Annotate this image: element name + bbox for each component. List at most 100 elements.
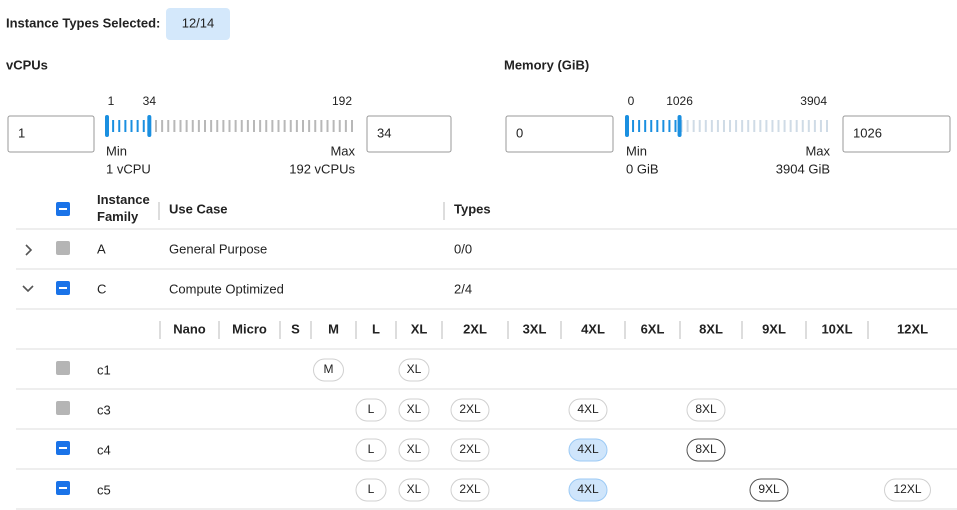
size-pill-label: 12XL <box>893 482 921 496</box>
size-pill <box>355 438 387 462</box>
size-pill-label: XL <box>407 362 422 376</box>
checkbox[interactable] <box>56 401 70 415</box>
min-text: 0 GiB <box>626 161 659 176</box>
slider-low-label: 0 <box>628 94 635 108</box>
slider-handle[interactable] <box>147 115 152 137</box>
input-min[interactable] <box>505 115 614 153</box>
slider-max-label: 3904 <box>800 94 827 108</box>
types-count: 2/4 <box>454 281 472 296</box>
instance-name: c4 <box>97 442 111 457</box>
size-pill-label: 4XL <box>577 442 599 456</box>
size-header: 10XL <box>821 321 852 336</box>
size-pill <box>355 398 387 422</box>
family-name: A <box>97 241 106 256</box>
size-header: 4XL <box>581 321 605 336</box>
column-header: Types <box>454 201 491 216</box>
max-text: 192 vCPUs <box>289 161 355 176</box>
size-pill <box>398 438 430 462</box>
size-header: Nano <box>173 321 206 336</box>
size-pill <box>398 358 430 382</box>
size-pill-label: 2XL <box>459 442 481 456</box>
size-header: 9XL <box>762 321 786 336</box>
family-name: C <box>97 281 106 296</box>
size-header: 6XL <box>641 321 665 336</box>
size-pill-label: XL <box>407 442 422 456</box>
size-pill-label: 4XL <box>577 482 599 496</box>
size-header: L <box>372 321 380 336</box>
size-pill-label: 2XL <box>459 482 481 496</box>
slider-max-label: 192 <box>332 94 352 108</box>
slider-high-label: 34 <box>143 94 157 108</box>
slider-low-label: 1 <box>108 94 115 108</box>
input-max-value: 34 <box>377 125 391 140</box>
column-header: Instance Family <box>97 192 153 224</box>
types-count: 0/0 <box>454 241 472 256</box>
max-text: 3904 GiB <box>776 161 830 176</box>
size-pill-label: L <box>368 482 375 496</box>
badge <box>166 8 230 40</box>
size-pill <box>686 398 726 422</box>
size-pill <box>450 478 490 502</box>
size-header: Micro <box>232 321 267 336</box>
size-header: M <box>328 321 339 336</box>
size-pill-label: 2XL <box>459 402 481 416</box>
size-pill <box>884 478 931 502</box>
size-pill-label: L <box>368 442 375 456</box>
slider-title: vCPUs <box>6 57 48 72</box>
use-case: Compute Optimized <box>169 281 284 296</box>
size-pill <box>313 358 344 382</box>
input-min-value: 0 <box>516 125 523 140</box>
slider-handle[interactable] <box>625 115 629 137</box>
size-pill-label: 8XL <box>695 442 717 456</box>
size-pill[interactable] <box>568 478 608 502</box>
badge-text: 12/14 <box>182 15 215 30</box>
checkbox[interactable] <box>56 241 70 255</box>
use-case: General Purpose <box>169 241 267 256</box>
input-min[interactable] <box>7 115 95 153</box>
size-pill-label: 4XL <box>577 402 599 416</box>
input-max[interactable] <box>366 115 452 153</box>
size-pill <box>568 398 608 422</box>
max-label: Max <box>805 143 830 158</box>
slider-title: Memory (GiB) <box>504 57 589 72</box>
input-max[interactable] <box>842 115 951 153</box>
size-pill <box>355 478 387 502</box>
size-pill-label: XL <box>407 482 422 496</box>
instance-name: c1 <box>97 362 111 377</box>
size-pill-label: XL <box>407 402 422 416</box>
min-label: Min <box>626 143 647 158</box>
size-pill <box>450 398 490 422</box>
instance-name: c3 <box>97 402 111 417</box>
input-min-value: 1 <box>18 125 25 140</box>
min-label: Min <box>106 143 127 158</box>
size-header: 2XL <box>463 321 487 336</box>
size-pill[interactable] <box>686 438 726 462</box>
chevron[interactable] <box>25 244 33 256</box>
instance-name: c5 <box>97 482 111 497</box>
slider-handle[interactable] <box>677 115 682 137</box>
min-text: 1 vCPU <box>106 161 151 176</box>
checkbox[interactable] <box>56 361 70 375</box>
size-header: 3XL <box>523 321 547 336</box>
max-label: Max <box>330 143 355 158</box>
size-header: 12XL <box>897 321 928 336</box>
size-pill[interactable] <box>568 438 608 462</box>
size-header: 8XL <box>699 321 723 336</box>
input-max-value: 1026 <box>853 125 882 140</box>
size-pill[interactable] <box>749 478 789 502</box>
size-pill <box>398 478 430 502</box>
chevron[interactable] <box>22 285 34 293</box>
column-header: Use Case <box>169 201 228 216</box>
slider-high-label: 1026 <box>666 94 693 108</box>
size-pill-label: M <box>324 362 334 376</box>
size-pill <box>450 438 490 462</box>
size-header: XL <box>411 321 428 336</box>
size-pill-label: 8XL <box>695 402 717 416</box>
size-pill <box>398 398 430 422</box>
slider-handle[interactable] <box>105 115 109 137</box>
size-header: S <box>291 321 300 336</box>
selected-label: Instance Types Selected: <box>6 15 160 30</box>
size-pill-label: L <box>368 402 375 416</box>
size-pill-label: 9XL <box>758 482 780 496</box>
